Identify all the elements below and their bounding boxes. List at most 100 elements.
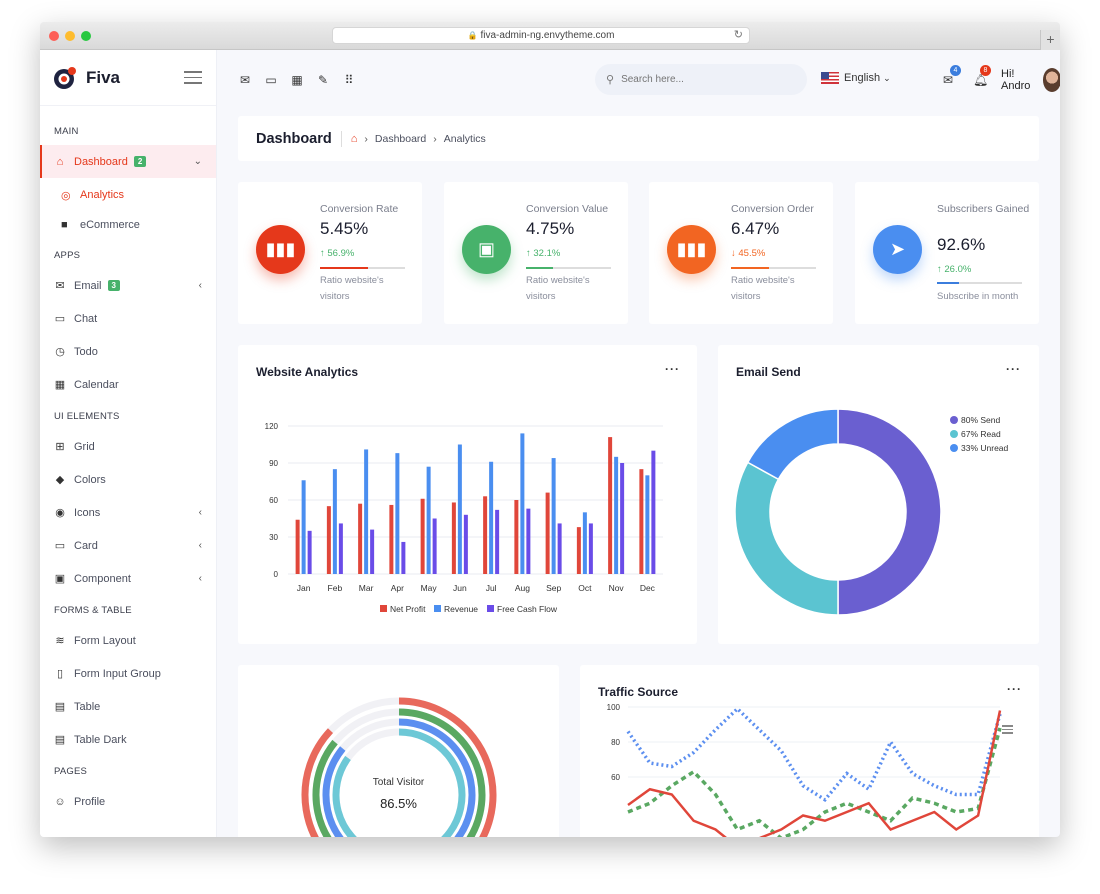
sidebar-item-icons[interactable]: ◉ Icons ‹ [40,496,216,529]
bar [483,496,488,574]
y-tick-label: 90 [269,459,278,468]
search-box[interactable]: ⚲ [595,64,807,95]
stat-note: Subscribe in month [937,291,1019,302]
messages-button[interactable]: ✉ 4 [943,65,961,87]
bar [389,504,394,574]
sidebar-item-chat[interactable]: ▭ Chat [40,302,216,335]
mail-icon[interactable]: ✉ [239,72,251,87]
sidebar-item-ecommerce[interactable]: ■ eCommerce [40,210,216,240]
browser-window: 🔒 fiva-admin-ng.envytheme.com ↻ + Fiva MA… [40,22,1060,837]
x-tick-label: Dec [640,583,656,593]
stat-trend: ↑ 56.9% [320,248,355,259]
bar [545,492,550,574]
bar [395,453,400,574]
sidebar-item-calendar[interactable]: ▦ Calendar [40,368,216,401]
sidebar-item-analytics[interactable]: ◎ Analytics [40,180,216,210]
sidebar-item-email[interactable]: ✉ Email 3 ‹ [40,269,216,302]
sidebar-item-form-input-group[interactable]: ▯ Form Input Group [40,657,216,690]
more-options-icon[interactable]: ··· [665,362,680,376]
brand[interactable]: Fiva [40,50,216,106]
chat-icon[interactable]: ▭ [265,72,277,87]
reload-icon[interactable]: ↻ [733,29,743,41]
sidebar-item-todo[interactable]: ◷ Todo [40,335,216,368]
legend-swatch [950,444,958,452]
chevron-down-icon: ⌄ [193,156,202,167]
home-icon[interactable]: ⌂ [350,132,358,145]
legend-swatch [950,416,958,424]
chevron-left-icon: ‹ [198,507,202,518]
traffic-source-card: Traffic Source ··· 60 80 100 [580,665,1039,837]
card-icon: ▭ [54,540,66,552]
mail-count-badge: 4 [950,65,961,76]
total-visitor-card: Total Visitor 86.5% [238,665,559,837]
sidebar-item-grid[interactable]: ⊞ Grid [40,430,216,463]
bar [358,503,363,574]
stat-card-conversion-order: ▮▮▮ Conversion Order 6.47% ↓ 45.5% Ratio… [649,182,833,324]
calendar-icon[interactable]: ▦ [291,72,303,87]
chevron-right-icon: › [433,132,437,145]
avatar [1042,68,1060,92]
calendar-icon: ▦ [54,379,66,391]
x-tick-label: Feb [328,583,343,593]
more-options-icon[interactable]: ··· [1007,682,1022,696]
new-tab-button[interactable]: + [1040,30,1060,50]
target-icon: ◉ [55,507,65,519]
bar [614,456,619,574]
stat-note: Ratio website's visitors [526,275,590,302]
page-title: Dashboard [256,130,342,147]
y-tick-label: 0 [274,570,279,579]
sidebar-item-table[interactable]: ▤ Table [40,690,216,723]
nav-section-ui: UI ELEMENTS [54,411,120,422]
sidebar-item-colors[interactable]: ◆ Colors [40,463,216,496]
menu-toggle-icon[interactable] [184,71,202,88]
breadcrumb: Dashboard ⌂ › Dashboard › Analytics [238,116,1039,161]
ring-arc [301,697,497,837]
logo-icon [54,66,76,89]
notifications-button[interactable]: 🔔︎ 8 [973,65,991,87]
sidebar-item-card[interactable]: ▭ Card ‹ [40,529,216,562]
minimize-window-button[interactable] [65,31,75,41]
bar [295,519,300,574]
legend-label: 67% Read [961,429,1001,439]
y-tick-label: 60 [611,773,620,782]
bar [457,444,462,574]
bar [307,530,312,574]
chart-menu-icon[interactable] [1002,725,1013,734]
apps-grid-icon[interactable]: ⠿ [344,72,354,87]
bar [526,508,531,574]
bar [551,458,556,574]
search-input[interactable] [621,74,782,85]
nav-section-forms: FORMS & TABLE [54,605,132,616]
mail-icon: ✉ [55,280,65,292]
sidebar-item-label: Calendar [74,378,119,391]
series-line [627,727,1002,837]
legend-label: Revenue [444,604,478,614]
bar [401,541,406,574]
website-analytics-card: Website Analytics ··· 0 30 60 90 120 Jan Feb Ma… [238,345,697,644]
breadcrumb-link-dashboard[interactable]: Dashboard [374,132,427,145]
total-visitor-label: Total Visitor [372,777,425,788]
sidebar-item-component[interactable]: ▣ Component ‹ [40,562,216,595]
bar [432,518,437,574]
address-bar[interactable]: 🔒 fiva-admin-ng.envytheme.com ↻ [332,27,750,44]
home-icon: ⌂ [56,155,64,168]
maximize-window-button[interactable] [81,31,91,41]
check-circle-icon: ◷ [55,346,65,358]
close-window-button[interactable] [49,31,59,41]
sidebar-item-profile[interactable]: ☺ Profile [40,785,216,818]
bar [557,523,562,574]
more-options-icon[interactable]: ··· [1006,362,1021,376]
sidebar-item-form-layout[interactable]: ≋ Form Layout [40,624,216,657]
sidebar-item-table-dark[interactable]: ▤ Table Dark [40,723,216,756]
stat-progress [937,282,1022,284]
sidebar-item-dashboard[interactable]: ⌂ Dashboard 2 ⌄ [40,145,216,178]
language-selector[interactable]: English ⌄ [821,72,891,84]
user-menu[interactable]: Hi! Andro [1001,68,1060,92]
bar-chart-icon: ▮▮▮ [256,225,305,274]
edit-icon[interactable]: ✎ [317,72,329,87]
legend-swatch [434,605,441,612]
legend-swatch [950,430,958,438]
stat-note: Ratio website's visitors [731,275,795,302]
dashboard-count-badge: 2 [133,156,147,167]
layers-icon: ≋ [55,635,65,647]
